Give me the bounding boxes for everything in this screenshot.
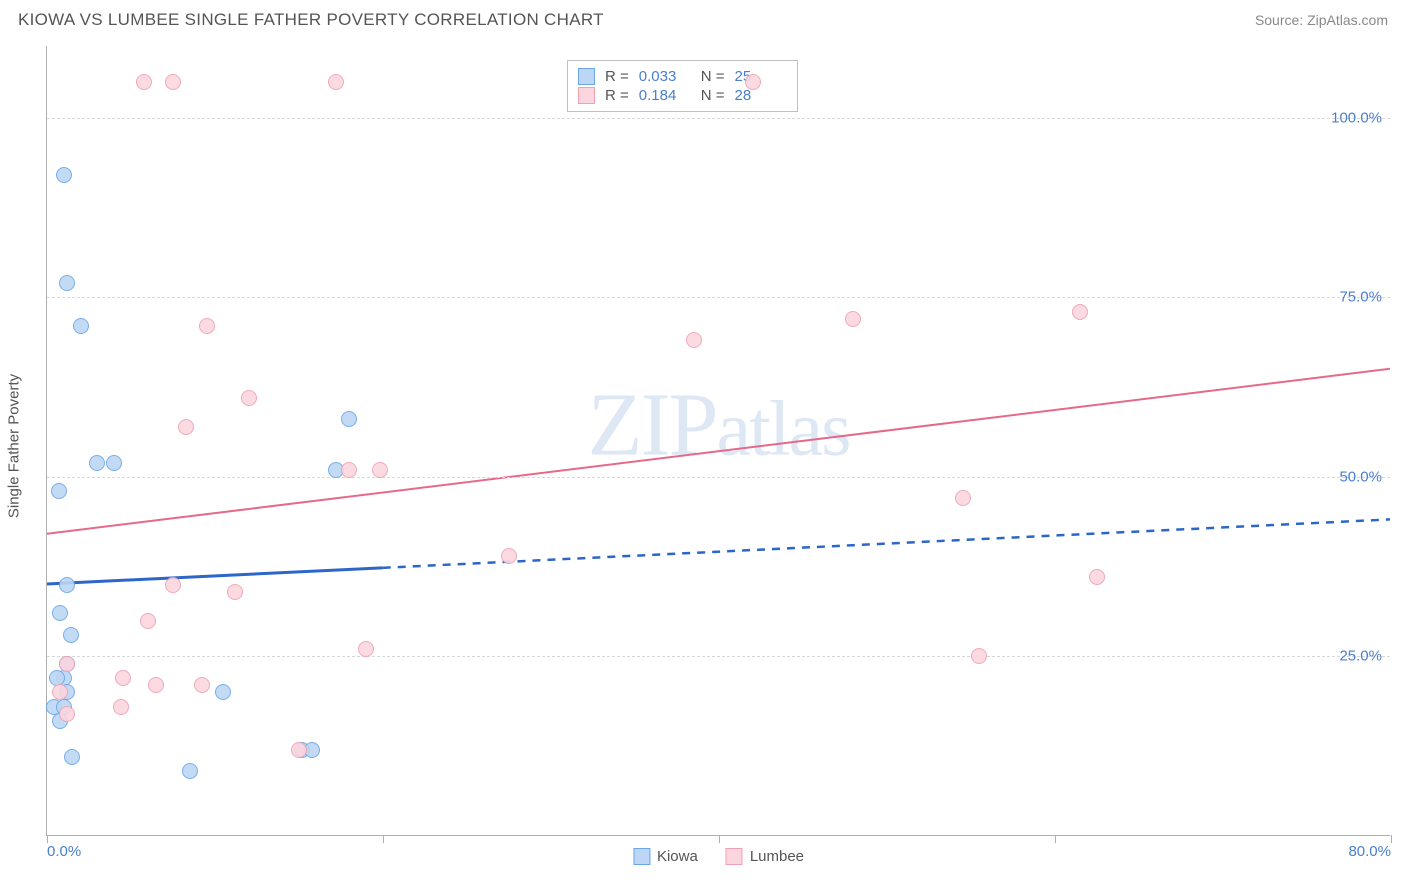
y-tick-label: 75.0% (1339, 289, 1382, 306)
scatter-point (106, 455, 122, 471)
scatter-point (227, 584, 243, 600)
scatter-plot-area: ZIPatlas R =0.033N =25R =0.184N =28 Kiow… (46, 46, 1390, 836)
scatter-point (291, 742, 307, 758)
scatter-point (136, 74, 152, 90)
scatter-point (1072, 304, 1088, 320)
x-tick (1055, 835, 1056, 843)
scatter-point (501, 548, 517, 564)
scatter-point (59, 275, 75, 291)
scatter-point (59, 706, 75, 722)
scatter-point (59, 656, 75, 672)
x-tick (1391, 835, 1392, 843)
scatter-point (165, 577, 181, 593)
legend-label: Lumbee (750, 848, 804, 865)
legend-swatch (633, 848, 650, 865)
scatter-point (215, 684, 231, 700)
gridline (47, 477, 1390, 478)
stat-n-value: 28 (735, 87, 787, 104)
scatter-point (56, 167, 72, 183)
legend-item: Lumbee (726, 848, 804, 865)
scatter-point (165, 74, 181, 90)
scatter-point (341, 411, 357, 427)
scatter-point (372, 462, 388, 478)
x-tick (47, 835, 48, 843)
gridline (47, 118, 1390, 119)
scatter-point (63, 627, 79, 643)
header-row: KIOWA VS LUMBEE SINGLE FATHER POVERTY CO… (0, 0, 1406, 40)
scatter-point (955, 490, 971, 506)
x-tick-label: 0.0% (47, 843, 81, 860)
y-tick-label: 25.0% (1339, 648, 1382, 665)
x-tick-label: 80.0% (1348, 843, 1391, 860)
stat-n-label: N = (701, 87, 725, 104)
scatter-point (845, 311, 861, 327)
scatter-point (52, 605, 68, 621)
scatter-point (182, 763, 198, 779)
scatter-point (199, 318, 215, 334)
scatter-point (115, 670, 131, 686)
chart-title: KIOWA VS LUMBEE SINGLE FATHER POVERTY CO… (18, 10, 604, 30)
scatter-point (971, 648, 987, 664)
trend-lines (47, 46, 1390, 835)
stat-r-value: 0.184 (639, 87, 691, 104)
scatter-point (64, 749, 80, 765)
scatter-point (178, 419, 194, 435)
scatter-point (328, 74, 344, 90)
stat-r-label: R = (605, 68, 629, 85)
scatter-point (341, 462, 357, 478)
y-tick-label: 100.0% (1331, 109, 1382, 126)
watermark: ZIPatlas (588, 373, 850, 476)
scatter-point (59, 577, 75, 593)
scatter-point (358, 641, 374, 657)
stat-r-value: 0.033 (639, 68, 691, 85)
scatter-point (194, 677, 210, 693)
scatter-point (686, 332, 702, 348)
scatter-point (113, 699, 129, 715)
legend-swatch (726, 848, 743, 865)
legend-label: Kiowa (657, 848, 698, 865)
stat-n-label: N = (701, 68, 725, 85)
scatter-point (140, 613, 156, 629)
source-label: Source: ZipAtlas.com (1255, 12, 1388, 28)
x-tick (383, 835, 384, 843)
scatter-point (241, 390, 257, 406)
legend-item: Kiowa (633, 848, 698, 865)
scatter-point (49, 670, 65, 686)
series-swatch (578, 87, 595, 104)
stat-r-label: R = (605, 87, 629, 104)
scatter-point (89, 455, 105, 471)
y-axis-title: Single Father Poverty (6, 374, 23, 518)
scatter-point (745, 74, 761, 90)
scatter-point (51, 483, 67, 499)
legend: Kiowa Lumbee (633, 848, 804, 865)
scatter-point (73, 318, 89, 334)
scatter-point (1089, 569, 1105, 585)
trend-line-dashed (383, 519, 1390, 567)
gridline (47, 656, 1390, 657)
gridline (47, 297, 1390, 298)
series-swatch (578, 68, 595, 85)
trend-line-solid (47, 568, 383, 584)
x-tick (719, 835, 720, 843)
y-tick-label: 50.0% (1339, 468, 1382, 485)
correlation-stats-box: R =0.033N =25R =0.184N =28 (567, 60, 798, 112)
scatter-point (52, 684, 68, 700)
scatter-point (148, 677, 164, 693)
